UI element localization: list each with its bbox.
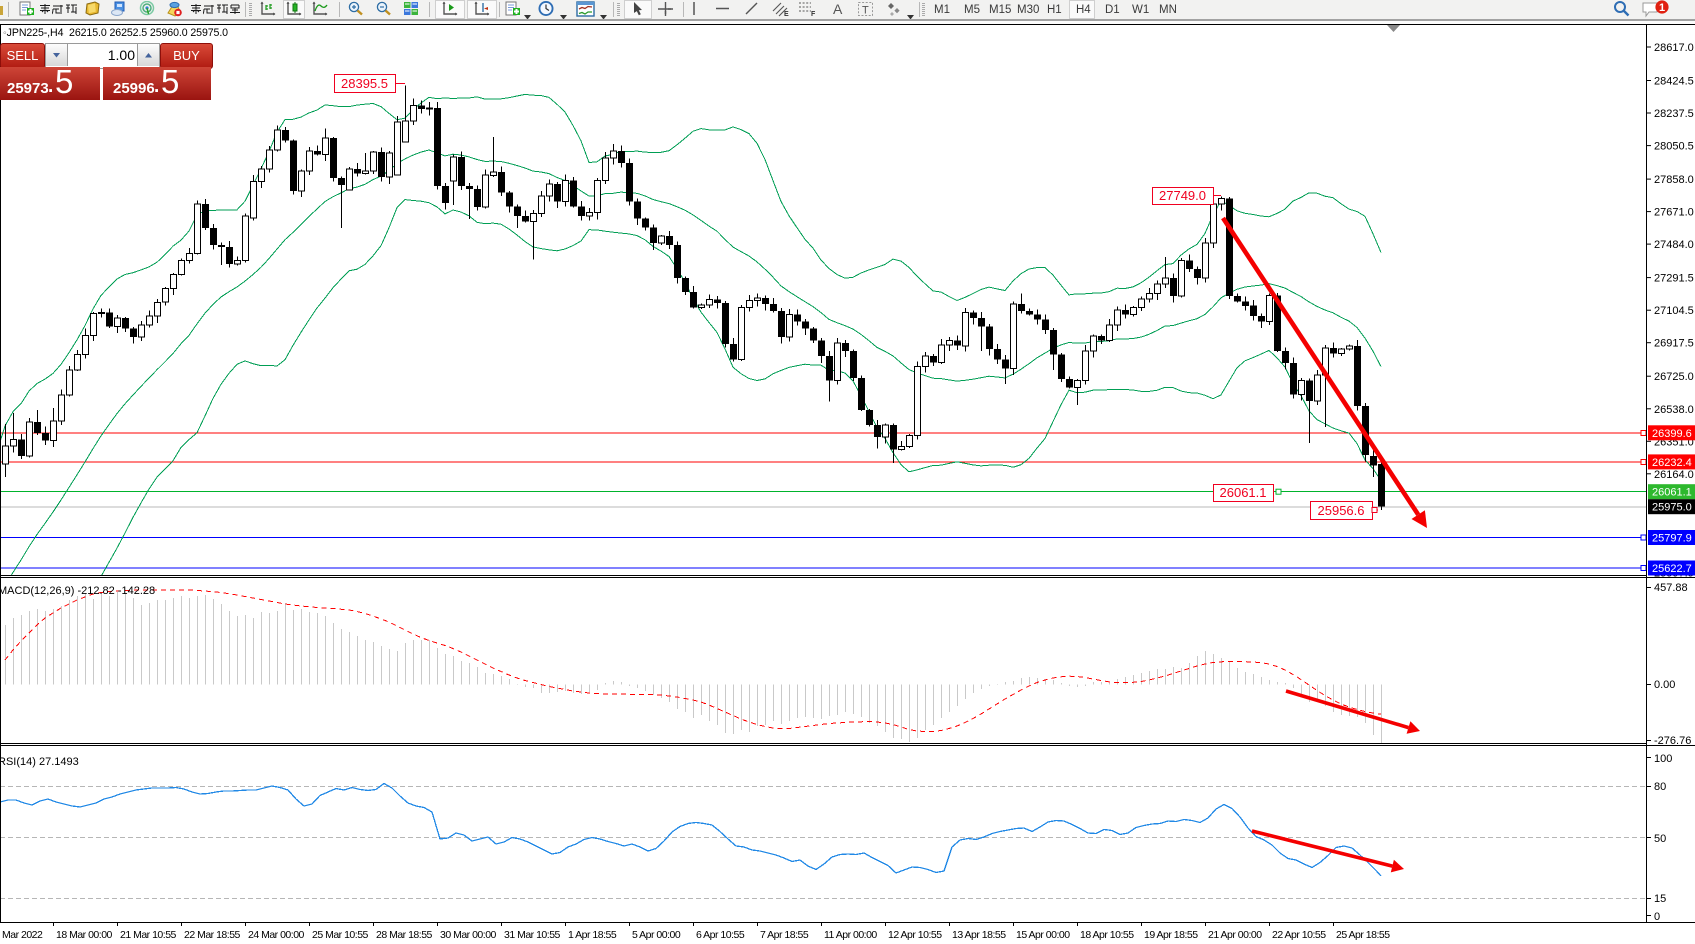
svg-text:25 Apr 18:55: 25 Apr 18:55	[1336, 929, 1390, 941]
svg-text:26399.6: 26399.6	[1652, 428, 1692, 440]
svg-text:28237.5: 28237.5	[1654, 108, 1694, 120]
svg-text:31 Mar 10:55: 31 Mar 10:55	[504, 929, 561, 941]
svg-text:457.88: 457.88	[1654, 582, 1688, 594]
svg-text:Mar 2022: Mar 2022	[2, 929, 43, 941]
svg-text:28395.5: 28395.5	[341, 76, 388, 91]
svg-text:25956.6: 25956.6	[1318, 503, 1365, 518]
svg-text:5 Apr 00:00: 5 Apr 00:00	[632, 929, 681, 941]
svg-text:28617.0: 28617.0	[1654, 42, 1694, 54]
svg-text:21 Apr 00:00: 21 Apr 00:00	[1208, 929, 1262, 941]
svg-text:6 Apr 10:55: 6 Apr 10:55	[696, 929, 745, 941]
svg-text:27484.0: 27484.0	[1654, 239, 1694, 251]
svg-text:-276.76: -276.76	[1654, 735, 1691, 747]
svg-text:T: T	[862, 5, 869, 17]
svg-text:25797.9: 25797.9	[1652, 533, 1692, 545]
svg-text:19 Apr 18:55: 19 Apr 18:55	[1144, 929, 1198, 941]
svg-text:21 Mar 10:55: 21 Mar 10:55	[120, 929, 177, 941]
svg-text:A: A	[833, 1, 843, 16]
svg-text:18 Mar 00:00: 18 Mar 00:00	[56, 929, 113, 941]
svg-text:E: E	[784, 11, 789, 17]
svg-text:80: 80	[1654, 781, 1666, 793]
svg-text:F: F	[811, 11, 816, 17]
svg-text:1 Apr 18:55: 1 Apr 18:55	[568, 929, 617, 941]
svg-text:27749.0: 27749.0	[1159, 188, 1206, 203]
svg-text:7 Apr 18:55: 7 Apr 18:55	[760, 929, 809, 941]
svg-text:27671.0: 27671.0	[1654, 207, 1694, 219]
svg-text:1: 1	[1659, 2, 1665, 14]
svg-text:22 Mar 18:55: 22 Mar 18:55	[184, 929, 241, 941]
svg-text:26061.1: 26061.1	[1220, 485, 1267, 500]
svg-text:25 Mar 10:55: 25 Mar 10:55	[312, 929, 369, 941]
svg-text:24 Mar 00:00: 24 Mar 00:00	[248, 929, 305, 941]
svg-text:15 Apr 00:00: 15 Apr 00:00	[1016, 929, 1070, 941]
svg-text:26538.0: 26538.0	[1654, 404, 1694, 416]
svg-text:26061.1: 26061.1	[1652, 487, 1692, 499]
svg-text:25975.0: 25975.0	[1652, 502, 1692, 514]
svg-text:28050.5: 28050.5	[1654, 141, 1694, 153]
svg-text:26917.5: 26917.5	[1654, 338, 1694, 350]
svg-text:27291.5: 27291.5	[1654, 273, 1694, 285]
svg-text:28424.5: 28424.5	[1654, 76, 1694, 88]
svg-text:RSI(14) 27.1493: RSI(14) 27.1493	[0, 756, 79, 768]
svg-text:26232.4: 26232.4	[1652, 457, 1692, 469]
svg-text:28 Mar 18:55: 28 Mar 18:55	[376, 929, 433, 941]
svg-text:26164.0: 26164.0	[1654, 469, 1694, 481]
svg-text:26725.0: 26725.0	[1654, 371, 1694, 383]
svg-text:15: 15	[1654, 893, 1666, 905]
svg-text:13 Apr 18:55: 13 Apr 18:55	[952, 929, 1006, 941]
svg-text:22 Apr 10:55: 22 Apr 10:55	[1272, 929, 1326, 941]
svg-text:11 Apr 00:00: 11 Apr 00:00	[824, 929, 877, 941]
svg-text:30 Mar 00:00: 30 Mar 00:00	[440, 929, 497, 941]
svg-text:50: 50	[1654, 833, 1666, 845]
svg-text:27104.5: 27104.5	[1654, 305, 1694, 317]
svg-text:MACD(12,26,9) -212.82 -142.28: MACD(12,26,9) -212.82 -142.28	[0, 585, 155, 597]
svg-text:27858.0: 27858.0	[1654, 174, 1694, 186]
svg-text:12 Apr 10:55: 12 Apr 10:55	[888, 929, 942, 941]
svg-text:18 Apr 10:55: 18 Apr 10:55	[1080, 929, 1134, 941]
svg-text:0.00: 0.00	[1654, 679, 1675, 691]
svg-text:100: 100	[1654, 753, 1672, 765]
svg-text:25622.7: 25622.7	[1652, 563, 1692, 575]
svg-text:0: 0	[1654, 911, 1660, 923]
